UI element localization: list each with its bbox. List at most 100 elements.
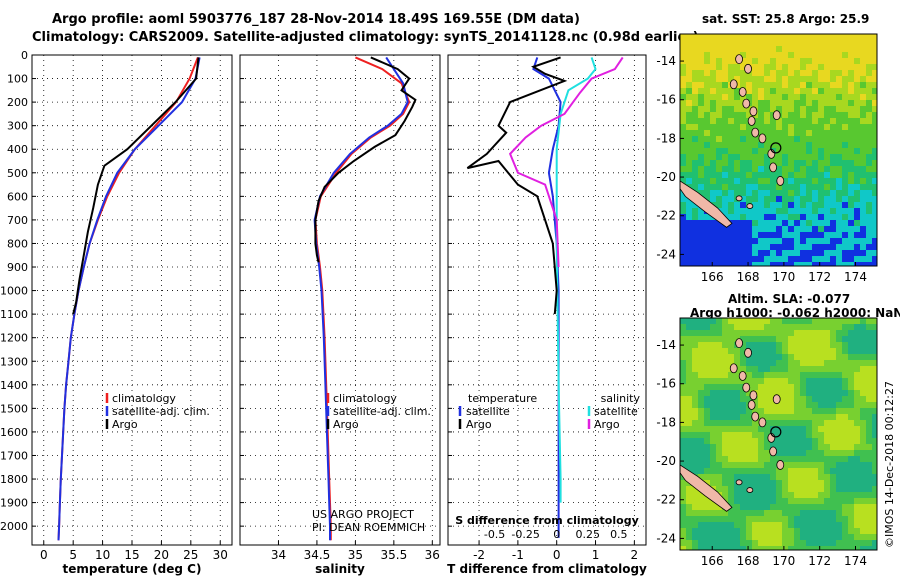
sla_map-cell <box>836 366 842 372</box>
sla_map-cell <box>746 492 752 498</box>
sst_map-cell <box>866 250 872 256</box>
sst_map-cell <box>836 70 842 76</box>
sst_map-cell <box>692 232 698 238</box>
sst_map-cell <box>698 244 704 250</box>
sst_map-cell <box>842 58 848 64</box>
sla_map-cell <box>860 378 866 384</box>
sla_map-cell <box>824 432 830 438</box>
sla_map-cell <box>818 438 824 444</box>
sla_map-cell <box>734 456 740 462</box>
sst_map-cell <box>824 124 830 130</box>
sst_map-cell <box>830 106 836 112</box>
sla_map-cell <box>812 462 818 468</box>
sst_map-cell <box>752 220 758 226</box>
sst_map-cell <box>680 256 686 262</box>
sla_map-cell <box>704 408 710 414</box>
sla_map-cell <box>830 462 836 468</box>
sla_map-cell <box>710 504 716 510</box>
sst_map-cell <box>866 184 872 190</box>
sla_map-cell <box>788 474 794 480</box>
sla_map-cell <box>740 330 746 336</box>
sst_map-cell <box>710 52 716 58</box>
sst_map-cell <box>866 52 872 58</box>
sst_map-cell <box>758 160 764 166</box>
sla_map-cell <box>740 534 746 540</box>
sla_map-cell <box>788 318 794 324</box>
sst_map-cell <box>704 226 710 232</box>
sla_map-cell <box>758 456 764 462</box>
sla_map-cell <box>836 324 842 330</box>
sla_map-cell <box>818 426 824 432</box>
sst_map-cell <box>704 214 710 220</box>
sla_map-cell <box>842 318 848 324</box>
sst_map-cell <box>728 196 734 202</box>
sst_map-cell <box>842 94 848 100</box>
sla_map-cell <box>746 438 752 444</box>
sla_map-cell <box>776 318 782 324</box>
sst_map-xtick-label: 166 <box>701 270 724 284</box>
sst_map-cell <box>830 76 836 82</box>
sla_map-cell <box>686 462 692 468</box>
sst_map-cell <box>830 130 836 136</box>
sla_map-cell <box>770 378 776 384</box>
sla_map-cell <box>854 348 860 354</box>
sla_map-cell <box>830 516 836 522</box>
sla_map-cell <box>794 462 800 468</box>
sst_map-cell <box>812 172 818 178</box>
sst_map-cell <box>758 202 764 208</box>
sla_map-cell <box>842 390 848 396</box>
sla_map-cell <box>872 366 877 372</box>
sla_map-cell <box>752 540 758 546</box>
sla_map-cell <box>824 468 830 474</box>
sst_map-cell <box>848 142 854 148</box>
sst_map-cell <box>854 136 860 142</box>
sla_map-cell <box>746 366 752 372</box>
sst_map-cell <box>848 40 854 46</box>
sla_map-cell <box>848 480 854 486</box>
difference-xtick-label: -1 <box>512 548 524 562</box>
sla_map-cell <box>812 510 818 516</box>
sst_map-cell <box>764 106 770 112</box>
sla_map-cell <box>746 414 752 420</box>
sla_map-cell <box>752 480 758 486</box>
sla_map-cell <box>710 450 716 456</box>
sla_map-cell <box>764 330 770 336</box>
sla_map-cell <box>800 486 806 492</box>
sla_map-cell <box>764 468 770 474</box>
sla_map-cell <box>770 384 776 390</box>
sla_map-cell <box>812 546 818 550</box>
sla_map-cell <box>782 336 788 342</box>
sst_map-cell <box>740 118 746 124</box>
sst_map-cell <box>770 220 776 226</box>
sla_map-cell <box>680 528 686 534</box>
sst_map-cell <box>854 178 860 184</box>
sst_map-cell <box>752 76 758 82</box>
sla_map-cell <box>848 360 854 366</box>
sla_map-cell <box>818 486 824 492</box>
sla_map-cell <box>734 360 740 366</box>
sst_map-cell <box>734 232 740 238</box>
sst_map-cell <box>698 166 704 172</box>
sst_map-cell <box>758 46 764 52</box>
sla_map-cell <box>764 396 770 402</box>
sla_map-cell <box>830 408 836 414</box>
sla_map-cell <box>824 516 830 522</box>
sst_map-cell <box>848 196 854 202</box>
sla_map-cell <box>698 402 704 408</box>
sst_map-cell <box>722 160 728 166</box>
sla_map-cell <box>770 426 776 432</box>
sst_map-cell <box>686 220 692 226</box>
sla_map-cell <box>740 540 746 546</box>
sst_map-cell <box>686 262 692 266</box>
sla_map-cell <box>806 360 812 366</box>
sst_map-cell <box>824 190 830 196</box>
sst_map-cell <box>764 118 770 124</box>
sst_map-cell <box>794 112 800 118</box>
sla_map-cell <box>860 342 866 348</box>
sst_map-cell <box>842 46 848 52</box>
sst_map-cell <box>866 88 872 94</box>
sla_map-cell <box>680 444 686 450</box>
sla_map-cell <box>848 528 854 534</box>
sla_map-cell <box>704 336 710 342</box>
sst_map-cell <box>782 70 788 76</box>
